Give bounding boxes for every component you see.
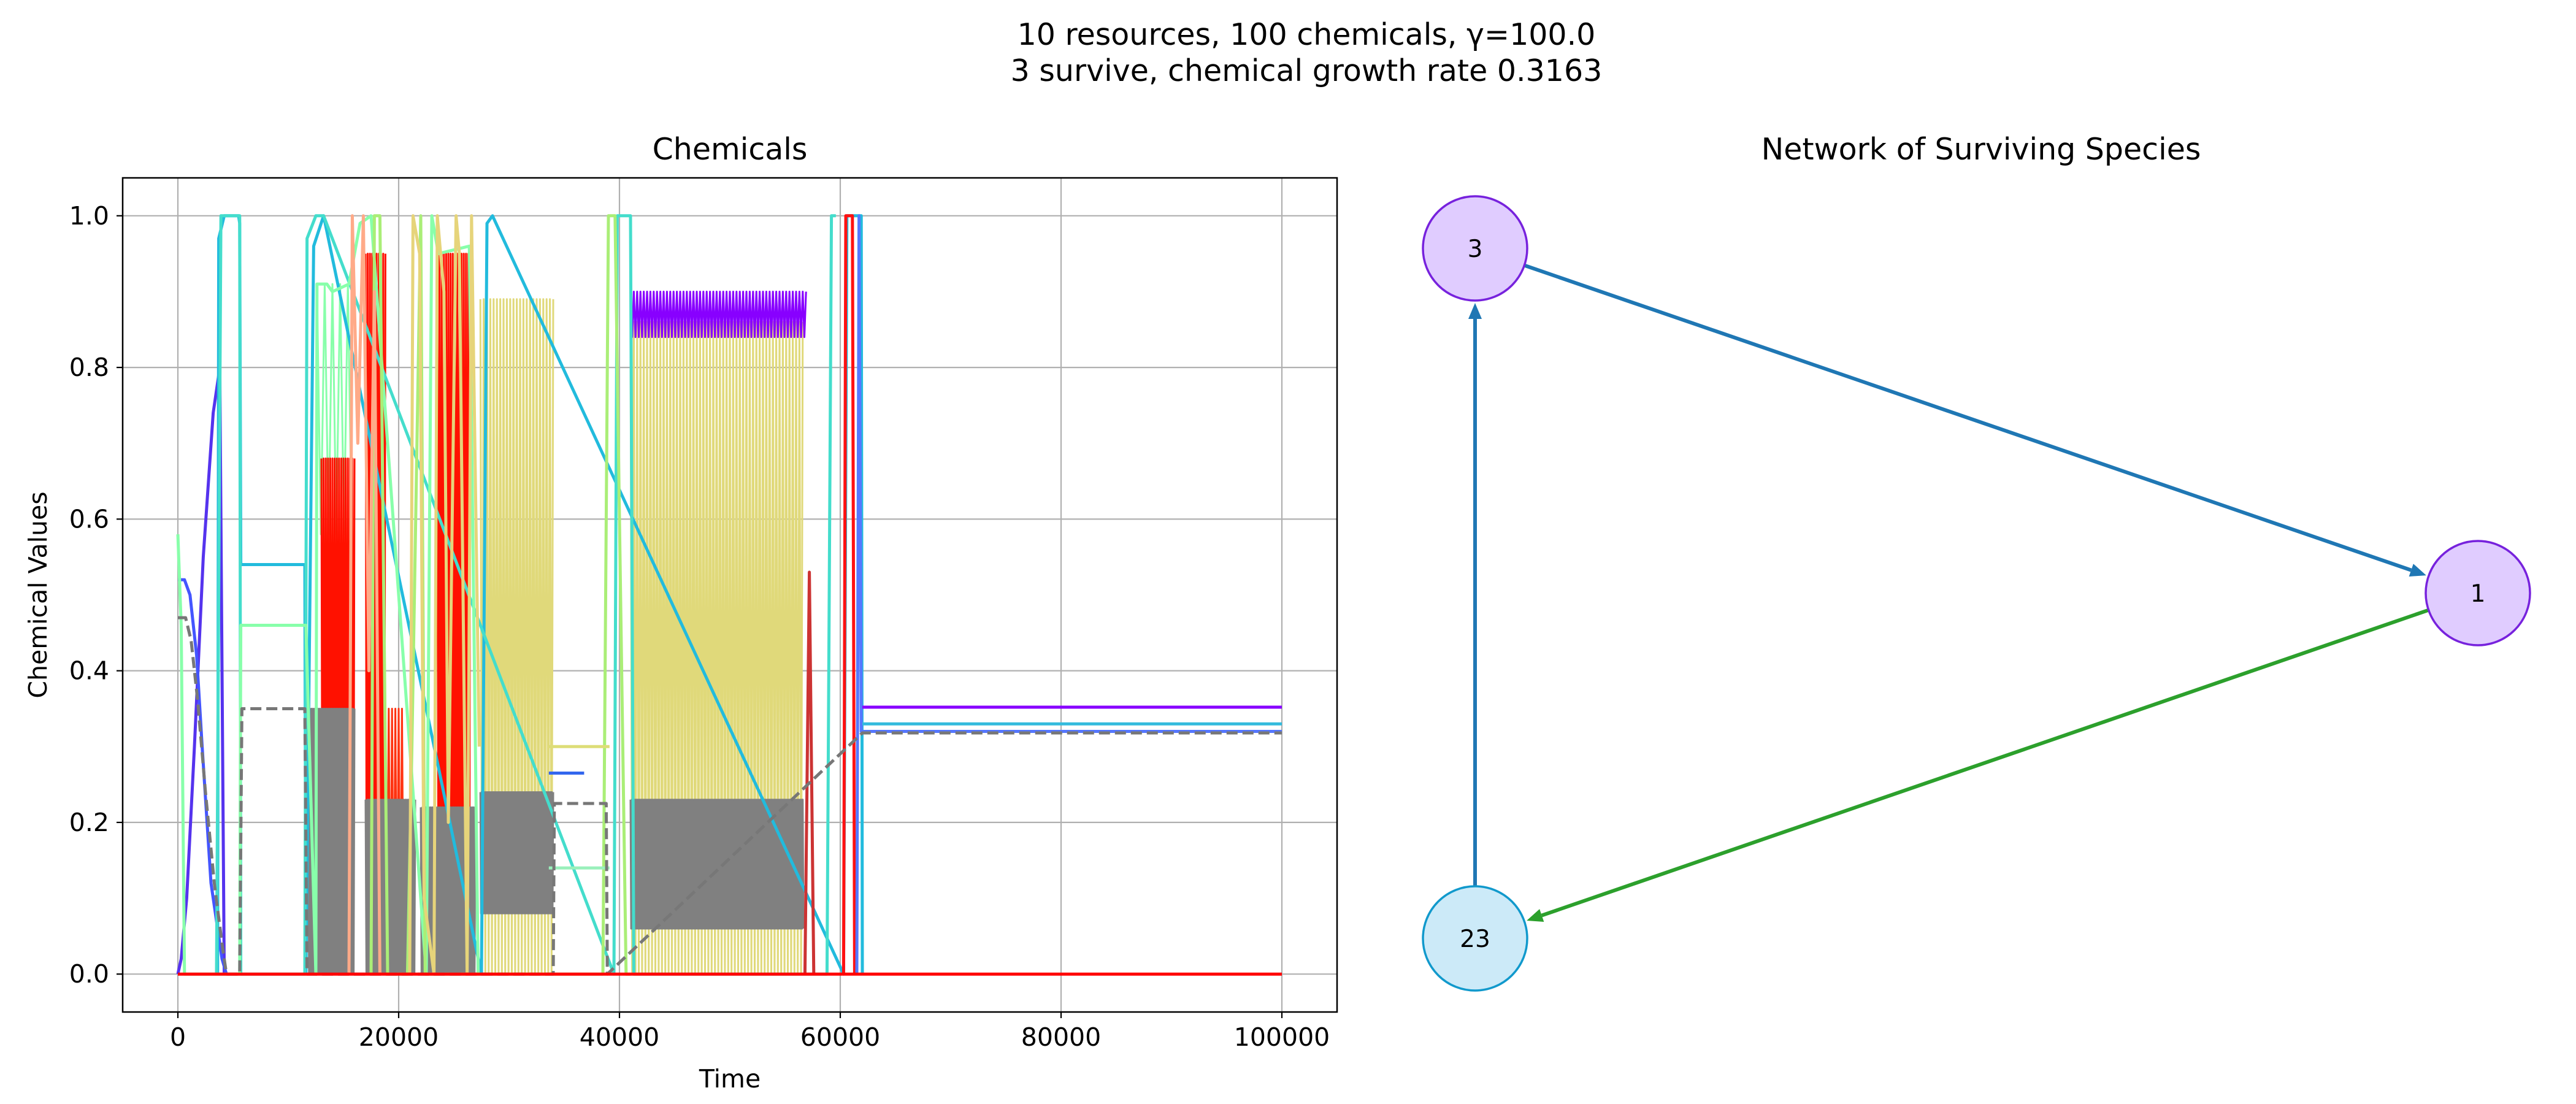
x-tick-label: 0 <box>170 1022 186 1052</box>
chemicals-x-axis-label: Time <box>699 1064 761 1094</box>
series-line <box>369 214 631 976</box>
network-node-1 <box>2425 540 2531 646</box>
network-edge-arrowhead <box>2409 564 2426 577</box>
y-tick-label: 0.4 <box>69 656 109 686</box>
network-node-label: 1 <box>2471 580 2486 608</box>
y-tick-label: 0.8 <box>69 353 109 382</box>
network-nodes: 3 1 23 <box>1422 195 2531 992</box>
network-node-label: 3 <box>1468 236 1483 263</box>
network-node-3 <box>1422 195 1528 302</box>
oscillation-band <box>316 283 353 535</box>
series-line <box>178 578 228 975</box>
chemicals-chart: Chemicals 0 20000 40000 60000 80000 100000 0.0… <box>23 132 1338 1094</box>
y-tick-label: 1.0 <box>69 201 109 231</box>
series-line <box>347 214 381 975</box>
figure-title-line1: 10 resources, 100 chemicals, γ=100.0 <box>1018 17 1596 52</box>
x-tick-label: 100000 <box>1234 1022 1330 1052</box>
network-edge <box>1524 263 2412 572</box>
chemicals-chart-title: Chemicals <box>653 132 808 167</box>
network-chart: Network of Surviving Species 3 1 23 <box>1422 132 2531 992</box>
oscillation-band <box>364 799 416 975</box>
y-tick-label: 0.2 <box>69 808 109 837</box>
network-edge-arrowhead <box>1527 909 1544 922</box>
x-tick-label: 60000 <box>800 1022 880 1052</box>
network-node-label: 23 <box>1460 926 1490 953</box>
chemicals-ticks: 0 20000 40000 60000 80000 100000 0.0 0.2 0.4 0.6 0… <box>69 201 1330 1052</box>
series-line <box>178 616 1282 976</box>
figure-title-line2: 3 survive, chemical growth rate 0.3163 <box>1011 53 1603 88</box>
series-line <box>855 214 1282 975</box>
series-line <box>803 570 816 975</box>
y-tick-label: 0.0 <box>69 959 109 989</box>
oscillation-band <box>479 298 554 975</box>
network-edge-arrowhead <box>1468 303 1482 319</box>
x-tick-label: 40000 <box>580 1022 659 1052</box>
oscillation-band <box>629 291 807 339</box>
network-edges <box>1468 263 2429 922</box>
network-node-23 <box>1422 885 1528 992</box>
x-tick-label: 20000 <box>359 1022 439 1052</box>
network-edge <box>1541 608 2429 918</box>
y-tick-label: 0.6 <box>69 504 109 534</box>
network-chart-title: Network of Surviving Species <box>1761 132 2201 167</box>
chemicals-axes-frame <box>121 177 1338 1013</box>
chemicals-plot-area <box>176 214 1282 976</box>
oscillation-band <box>479 791 554 914</box>
oscillation-band <box>629 799 805 930</box>
oscillation-band <box>629 321 804 975</box>
chemicals-y-axis-label: Chemical Values <box>23 491 53 698</box>
series-line <box>841 214 856 975</box>
x-tick-label: 80000 <box>1021 1022 1101 1052</box>
